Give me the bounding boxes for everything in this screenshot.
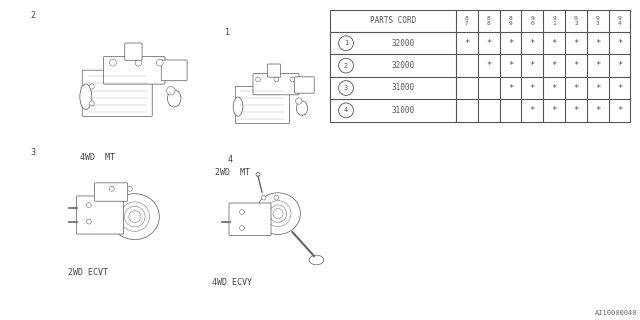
Text: 8
9: 8 9 — [509, 16, 513, 26]
Text: 9
0: 9 0 — [531, 16, 534, 26]
Ellipse shape — [86, 219, 92, 224]
Text: 3: 3 — [30, 148, 35, 157]
Text: 4WD ECVY: 4WD ECVY — [212, 278, 252, 287]
Text: *: * — [552, 84, 557, 92]
Text: *: * — [573, 106, 579, 115]
Text: AI10000040: AI10000040 — [595, 310, 637, 316]
Ellipse shape — [89, 84, 94, 89]
Bar — [330, 10, 630, 122]
Text: *: * — [595, 106, 600, 115]
Text: *: * — [573, 39, 579, 48]
Text: *: * — [529, 61, 535, 70]
Text: *: * — [595, 39, 600, 48]
Ellipse shape — [129, 211, 141, 222]
FancyBboxPatch shape — [294, 77, 314, 93]
Text: 4: 4 — [344, 108, 348, 113]
Text: *: * — [508, 84, 513, 92]
Ellipse shape — [120, 202, 150, 231]
FancyBboxPatch shape — [76, 196, 124, 234]
FancyBboxPatch shape — [104, 57, 165, 84]
Ellipse shape — [309, 255, 324, 265]
Ellipse shape — [296, 98, 302, 104]
Text: *: * — [595, 61, 600, 70]
Text: 2WD ECVT: 2WD ECVT — [68, 268, 108, 277]
Ellipse shape — [127, 186, 132, 191]
Ellipse shape — [269, 205, 287, 222]
Text: *: * — [573, 84, 579, 92]
Ellipse shape — [166, 86, 175, 95]
Text: *: * — [552, 106, 557, 115]
Text: 31000: 31000 — [391, 106, 415, 115]
Text: *: * — [552, 39, 557, 48]
Text: *: * — [529, 39, 535, 48]
Ellipse shape — [255, 193, 300, 234]
Ellipse shape — [124, 206, 145, 227]
Text: 2: 2 — [344, 63, 348, 68]
FancyBboxPatch shape — [95, 183, 127, 201]
Ellipse shape — [255, 77, 260, 82]
Ellipse shape — [135, 59, 142, 66]
Ellipse shape — [110, 194, 159, 240]
Text: 4WD  MT: 4WD MT — [80, 153, 115, 162]
Ellipse shape — [239, 226, 244, 230]
Ellipse shape — [233, 97, 243, 116]
Ellipse shape — [80, 84, 92, 109]
FancyBboxPatch shape — [253, 74, 299, 95]
Text: *: * — [486, 61, 492, 70]
FancyBboxPatch shape — [268, 64, 280, 77]
Ellipse shape — [256, 172, 260, 176]
Text: 31000: 31000 — [391, 84, 415, 92]
FancyBboxPatch shape — [229, 203, 271, 236]
Text: *: * — [529, 106, 535, 115]
Text: 1: 1 — [225, 28, 230, 37]
Ellipse shape — [86, 203, 92, 208]
Text: 32000: 32000 — [391, 39, 415, 48]
Ellipse shape — [296, 101, 308, 116]
FancyBboxPatch shape — [236, 86, 289, 124]
Text: *: * — [508, 61, 513, 70]
Ellipse shape — [109, 59, 116, 66]
Text: *: * — [508, 39, 513, 48]
Text: *: * — [617, 106, 622, 115]
Text: 9
2: 9 2 — [574, 16, 578, 26]
Text: *: * — [617, 39, 622, 48]
Text: *: * — [617, 61, 622, 70]
Text: 4: 4 — [228, 155, 233, 164]
Ellipse shape — [261, 195, 266, 200]
Ellipse shape — [89, 101, 94, 106]
Text: 9
4: 9 4 — [618, 16, 621, 26]
Text: *: * — [595, 84, 600, 92]
Text: 32000: 32000 — [391, 61, 415, 70]
Ellipse shape — [265, 201, 291, 227]
Text: *: * — [573, 61, 579, 70]
Ellipse shape — [274, 195, 279, 200]
Ellipse shape — [274, 77, 279, 82]
Text: 9
3: 9 3 — [596, 16, 600, 26]
Text: PARTS CORD: PARTS CORD — [370, 16, 416, 25]
FancyBboxPatch shape — [161, 60, 187, 81]
Text: *: * — [464, 39, 470, 48]
Text: 8
7: 8 7 — [465, 16, 468, 26]
Text: 9
1: 9 1 — [552, 16, 556, 26]
Text: *: * — [617, 84, 622, 92]
Text: 2: 2 — [30, 11, 35, 20]
Ellipse shape — [273, 209, 283, 219]
Ellipse shape — [290, 77, 295, 82]
Ellipse shape — [168, 90, 181, 107]
Ellipse shape — [239, 210, 244, 214]
Text: 1: 1 — [344, 40, 348, 46]
Text: 8
8: 8 8 — [487, 16, 490, 26]
Text: 3: 3 — [344, 85, 348, 91]
FancyBboxPatch shape — [83, 70, 152, 116]
Ellipse shape — [109, 186, 115, 191]
FancyBboxPatch shape — [125, 43, 142, 60]
Text: *: * — [552, 61, 557, 70]
Ellipse shape — [156, 59, 163, 66]
Text: *: * — [529, 84, 535, 92]
Text: *: * — [486, 39, 492, 48]
Text: 2WD  MT: 2WD MT — [215, 168, 250, 177]
